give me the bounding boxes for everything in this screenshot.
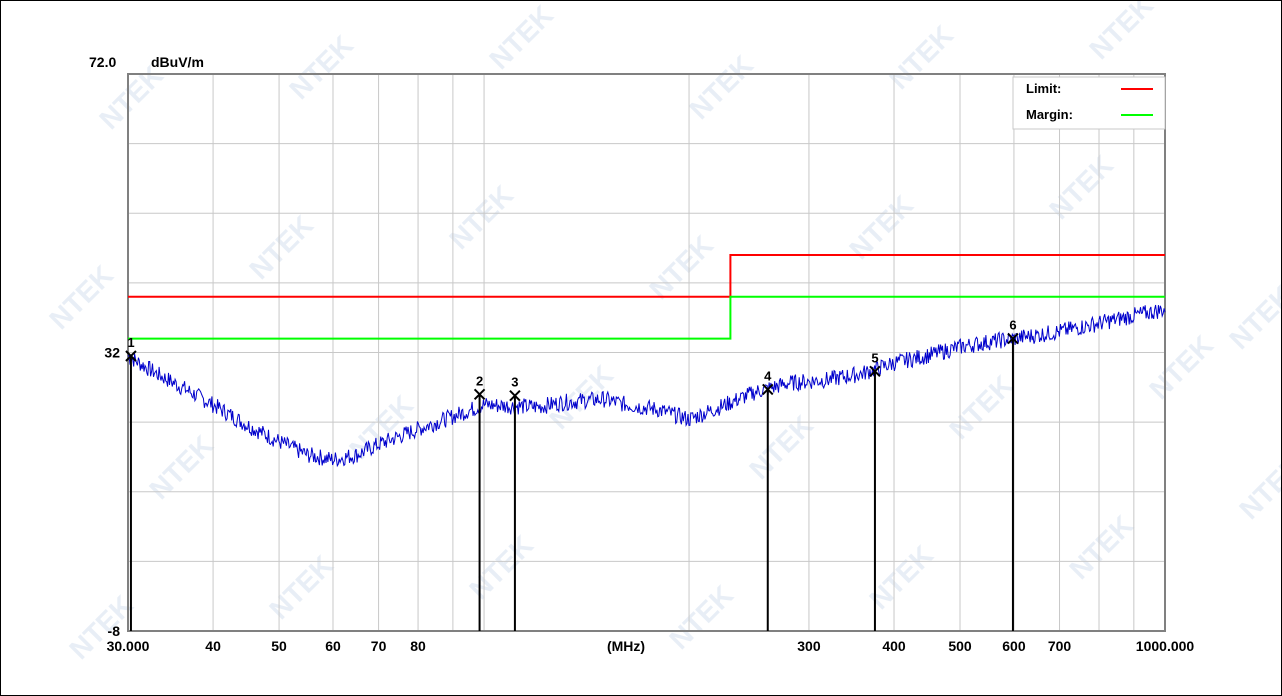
x-tick-label: 600 — [1002, 638, 1026, 654]
watermark-text: NTEK — [683, 49, 759, 125]
marker-label: 4 — [764, 368, 772, 383]
marker-label: 2 — [476, 373, 483, 388]
x-tick-label: 300 — [797, 638, 821, 654]
y-tick-label: -8 — [108, 623, 121, 639]
watermark-text: NTEK — [463, 529, 539, 605]
marker-cross — [1007, 332, 1019, 345]
x-tick-label: 400 — [882, 638, 906, 654]
x-tick-label: 500 — [948, 638, 972, 654]
watermark-text: NTEK — [1233, 449, 1281, 525]
limit-line — [128, 254, 1165, 298]
watermark-text: NTEK — [243, 209, 319, 285]
marker-cross — [473, 388, 486, 400]
watermark-text: NTEK — [483, 1, 559, 75]
marker-cross — [509, 389, 521, 402]
x-tick-label: 1000.000 — [1136, 638, 1195, 654]
watermark-text: NTEK — [643, 229, 719, 305]
watermark-text: NTEK — [443, 179, 519, 255]
watermark-text: NTEK — [43, 259, 119, 335]
x-tick-label: 40 — [205, 638, 221, 654]
watermark-text: NTEK — [663, 579, 739, 655]
legend-box — [1012, 76, 1166, 130]
watermark-text: NTEK — [93, 59, 169, 135]
watermark-text: NTEK — [1223, 279, 1281, 355]
x-unit-label: (MHz) — [607, 638, 645, 654]
marker-label: 1 — [127, 335, 134, 350]
marker-cross — [762, 383, 774, 396]
watermark-text: NTEK — [883, 19, 959, 95]
legend-margin-label: Margin: — [1026, 107, 1073, 122]
marker-label: 3 — [511, 375, 518, 390]
watermark-text: NTEK — [1143, 329, 1219, 405]
margin-line — [128, 295, 1165, 340]
watermark-text: NTEK — [943, 369, 1019, 445]
x-tick-label: 30.000 — [107, 638, 150, 654]
y-unit-label: dBuV/m — [151, 54, 204, 70]
y-max-label: 72.0 — [89, 54, 116, 70]
watermark-text: NTEK — [1043, 149, 1119, 225]
marker-cross — [869, 365, 881, 378]
watermark-text: NTEK — [1083, 1, 1159, 65]
marker-cross — [125, 350, 137, 362]
watermark-text: NTEK — [1063, 509, 1139, 585]
x-tick-label: 50 — [271, 638, 287, 654]
y-tick-label: 32 — [104, 345, 120, 361]
x-tick-label: 70 — [371, 638, 387, 654]
watermark-text: NTEK — [263, 549, 339, 625]
marker-label: 5 — [871, 350, 878, 365]
watermark-text: NTEK — [743, 409, 819, 485]
watermark-text: NTEK — [143, 429, 219, 505]
watermark-text: NTEK — [843, 189, 919, 265]
legend-limit-label: Limit: — [1026, 81, 1061, 96]
measured-trace — [127, 304, 1166, 468]
x-tick-label: 700 — [1048, 638, 1072, 654]
watermark-text: NTEK — [283, 29, 359, 105]
marker-label: 6 — [1009, 318, 1016, 333]
x-tick-label: 80 — [410, 638, 426, 654]
x-tick-label: 60 — [325, 638, 341, 654]
